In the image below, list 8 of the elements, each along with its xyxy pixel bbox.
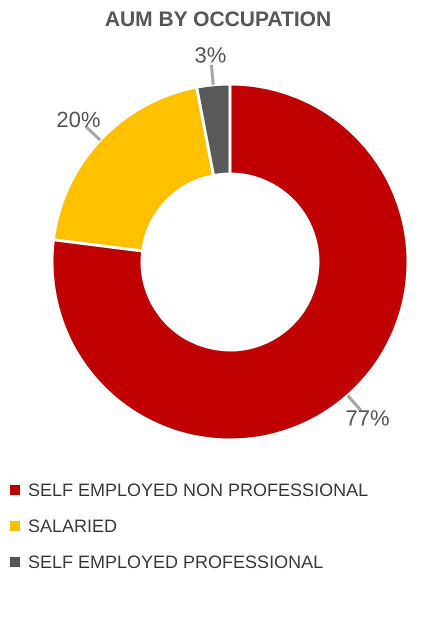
data-label: 20%	[56, 107, 100, 132]
data-label: 3%	[194, 42, 226, 68]
data-label: 77%	[346, 406, 390, 431]
donut-slice	[50, 82, 410, 442]
chart-title: AUM BY OCCUPATION	[104, 8, 332, 32]
legend-label: SALARIED	[28, 516, 118, 536]
legend-label: SELF EMPLOYED NON PROFESSIONAL	[28, 480, 368, 500]
legend-label: SELF EMPLOYED PROFESSIONAL	[28, 552, 324, 572]
